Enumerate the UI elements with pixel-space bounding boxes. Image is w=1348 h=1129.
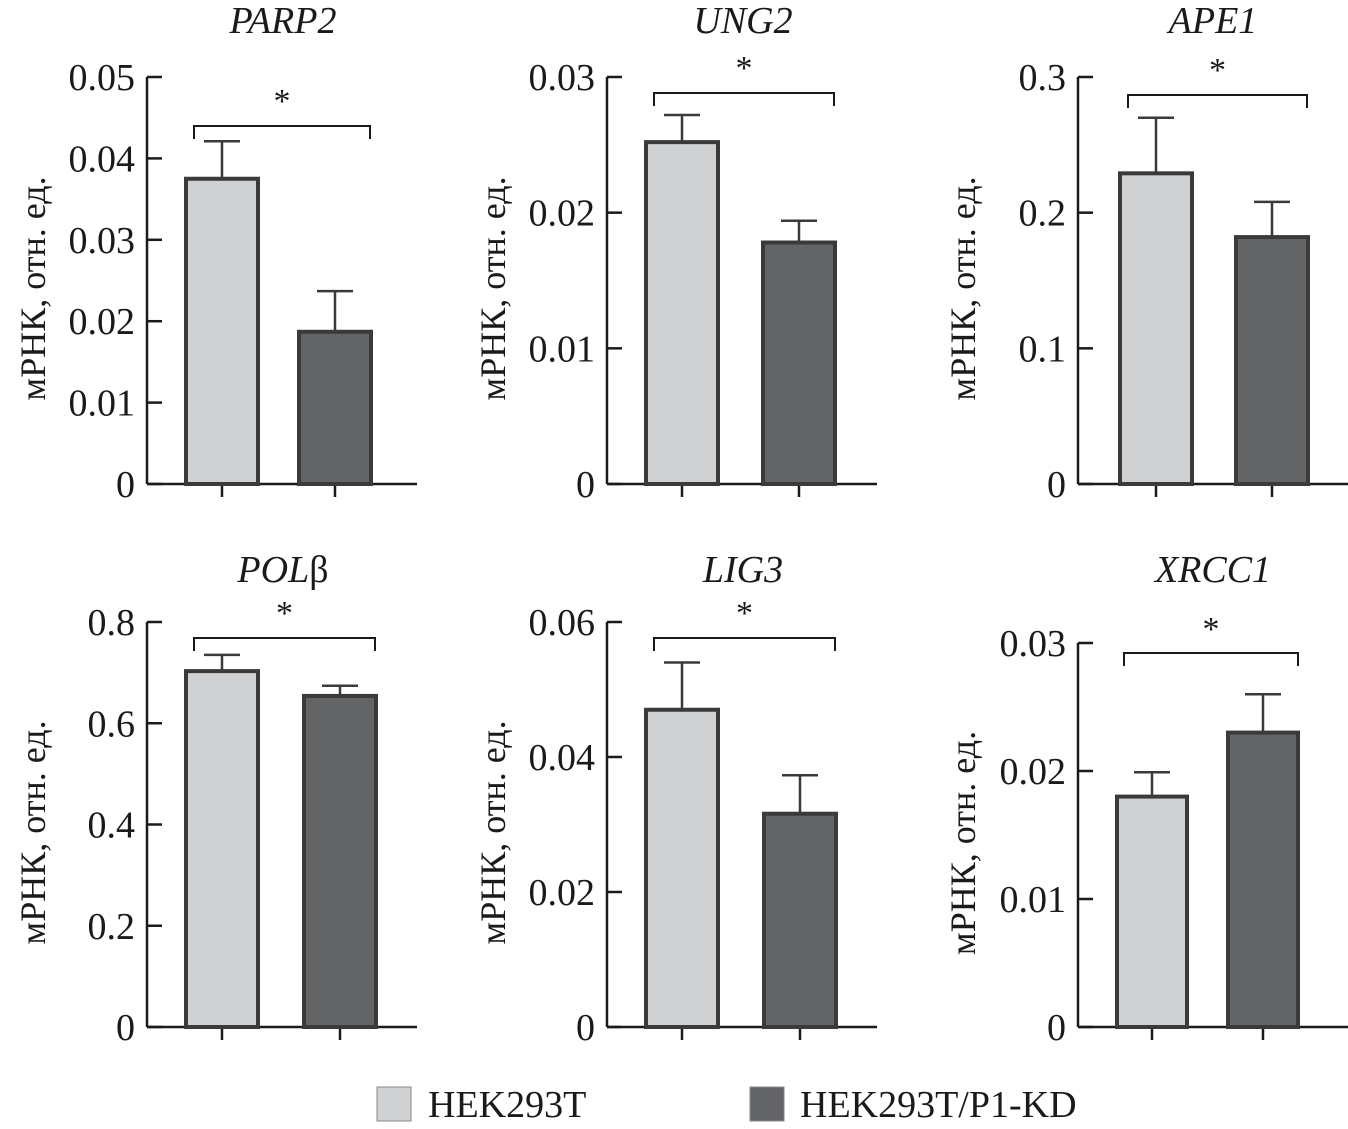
y-tick-label: 0	[1047, 1007, 1066, 1049]
significance-bracket	[1123, 652, 1299, 666]
y-tick-label: 0	[576, 464, 595, 506]
chart-title: APE1	[1166, 0, 1258, 42]
y-tick-label: 0.03	[1000, 623, 1067, 665]
y-axis-label: мРНК, отн. ед.	[13, 720, 53, 944]
significance-star: *	[736, 50, 753, 87]
significance-bracket	[653, 92, 835, 106]
chart-panel-parp2: PARP2 мРНК, отн. ед. 0 0.01 0.02 0.03 0.04 0.05…	[13, 0, 417, 506]
chart-title: PARP2	[229, 0, 337, 42]
chart-title: LIG3	[702, 549, 783, 591]
y-tick-label: 0.06	[529, 602, 596, 644]
y-tick-label: 0.03	[69, 220, 136, 262]
legend: HEK293T HEK293T/P1-KD	[376, 1084, 1077, 1126]
significance-bracket	[653, 637, 836, 651]
significance-star: *	[1209, 52, 1226, 89]
y-tick-label: 0.02	[529, 872, 596, 914]
y-tick-label: 0.04	[529, 737, 596, 779]
chart-panel-lig3: LIG3 мРНК, отн. ед. 0 0.02 0.04 0.06 *	[473, 549, 877, 1049]
bar-hek293t-p1-kd	[1234, 235, 1310, 486]
significance-star: *	[1203, 611, 1220, 648]
y-tick-label: 0.1	[1019, 328, 1067, 370]
bar-hek293t-p1-kd	[1226, 730, 1300, 1029]
bar-hek293t	[184, 669, 260, 1029]
y-tick-label: 0.05	[69, 57, 136, 99]
y-tick-label: 0.02	[1000, 751, 1067, 793]
y-axis-label: мРНК, отн. ед.	[943, 731, 983, 955]
chart-title: XRCC1	[1153, 549, 1271, 591]
y-tick-label: 0.3	[1019, 57, 1067, 99]
legend-label-hek293t-p1-kd: HEK293T/P1-KD	[800, 1084, 1077, 1126]
chart-panel-ung2: UNG2 мРНК, отн. ед. 0 0.01 0.02 0.03 *	[473, 0, 877, 506]
chart-panel-pol: POLβ мРНК, отн. ед. 0 0.2 0.4 0.6 0.8 *	[13, 549, 417, 1049]
bar-hek293t	[1118, 171, 1194, 486]
y-tick-label: 0	[576, 1007, 595, 1049]
legend-label-hek293t: HEK293T	[428, 1084, 586, 1126]
chart-title-italic: POL	[236, 549, 309, 591]
y-tick-label: 0.01	[69, 383, 136, 425]
bar-hek293t	[1115, 794, 1189, 1029]
y-tick-label: 0.01	[1000, 879, 1067, 921]
chart-panel-ape1: APE1 мРНК, отн. ед. 0 0.1 0.2 0.3 *	[943, 0, 1348, 506]
bar-hek293t-p1-kd	[762, 811, 838, 1030]
bar-hek293t-p1-kd	[302, 693, 378, 1029]
bar-hek293t	[644, 707, 720, 1029]
y-axis-label: мРНК, отн. ед.	[473, 176, 513, 400]
chart-title-plain: β	[309, 549, 328, 591]
bar-hek293t	[184, 176, 260, 486]
y-tick-label: 0.2	[1019, 193, 1067, 235]
significance-bracket	[1127, 94, 1308, 108]
y-tick-label: 0	[1047, 464, 1066, 506]
legend-swatch-hek293t-p1-kd	[749, 1086, 785, 1122]
y-tick-label: 0.4	[88, 805, 136, 847]
y-tick-label: 0.6	[88, 703, 136, 745]
significance-bracket	[193, 637, 376, 651]
y-tick-label: 0.03	[529, 57, 596, 99]
y-axis-label: мРНК, отн. ед.	[943, 176, 983, 400]
legend-swatch-hek293t	[376, 1086, 412, 1122]
y-tick-label: 0.02	[69, 301, 136, 343]
y-tick-label: 0.8	[88, 602, 136, 644]
significance-star: *	[736, 595, 753, 632]
y-axis-label: мРНК, отн. ед.	[13, 176, 53, 400]
bar-hek293t	[644, 140, 720, 486]
chart-title: UNG2	[693, 0, 792, 42]
bar-hek293t-p1-kd	[297, 329, 373, 487]
y-tick-label: 0	[116, 464, 135, 506]
y-tick-label: 0.02	[529, 193, 596, 235]
significance-star: *	[276, 595, 293, 632]
y-tick-label: 0	[116, 1007, 135, 1049]
chart-title: POLβ	[236, 549, 328, 591]
y-axis-label: мРНК, отн. ед.	[473, 720, 513, 944]
y-tick-label: 0.04	[69, 138, 136, 180]
significance-star: *	[274, 83, 291, 120]
significance-bracket	[193, 125, 371, 139]
chart-panel-xrcc1: XRCC1 мРНК, отн. ед. 0 0.01 0.02 0.03 *	[943, 549, 1348, 1049]
y-tick-label: 0.2	[88, 906, 136, 948]
y-tick-label: 0.01	[529, 328, 596, 370]
bar-hek293t-p1-kd	[761, 240, 837, 486]
